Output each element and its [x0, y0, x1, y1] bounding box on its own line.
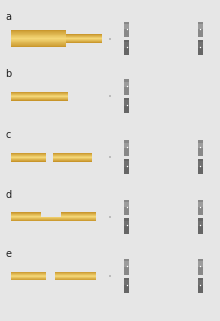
Bar: [124, 100, 129, 106]
Bar: [124, 278, 129, 293]
Bar: [124, 140, 129, 156]
Bar: [198, 280, 203, 285]
Bar: [124, 22, 129, 37]
Bar: [124, 24, 129, 29]
Bar: [11, 31, 66, 32]
Bar: [124, 261, 129, 267]
Bar: [124, 218, 129, 234]
Bar: [198, 140, 203, 156]
Bar: [11, 42, 66, 43]
Bar: [124, 259, 129, 274]
Bar: [198, 259, 203, 274]
Bar: [198, 161, 203, 167]
Bar: [124, 161, 129, 167]
Bar: [11, 39, 66, 40]
Bar: [198, 143, 203, 148]
Bar: [198, 42, 203, 48]
Bar: [11, 35, 66, 36]
Text: b: b: [6, 69, 12, 80]
Bar: [11, 30, 66, 31]
Bar: [198, 261, 203, 267]
Bar: [124, 42, 129, 48]
Bar: [11, 33, 66, 34]
Bar: [11, 36, 66, 37]
Bar: [124, 280, 129, 285]
Bar: [46, 153, 53, 162]
Text: d: d: [6, 190, 12, 200]
Bar: [124, 202, 129, 207]
Bar: [124, 200, 129, 215]
Text: e: e: [6, 249, 11, 259]
Bar: [124, 143, 129, 148]
Bar: [11, 32, 66, 33]
Bar: [198, 200, 203, 215]
Bar: [124, 40, 129, 56]
Bar: [41, 209, 61, 217]
Bar: [198, 22, 203, 37]
Bar: [124, 221, 129, 226]
Bar: [198, 24, 203, 29]
Bar: [11, 41, 66, 42]
Bar: [198, 159, 203, 174]
Bar: [198, 40, 203, 56]
Bar: [11, 46, 66, 47]
Bar: [124, 98, 129, 113]
Bar: [124, 159, 129, 174]
Bar: [11, 34, 66, 35]
Text: a: a: [6, 12, 11, 22]
Bar: [198, 202, 203, 207]
Bar: [124, 79, 129, 95]
Bar: [124, 82, 129, 87]
Bar: [11, 37, 66, 38]
Bar: [198, 278, 203, 293]
Bar: [11, 38, 66, 39]
Bar: [11, 40, 66, 41]
Bar: [11, 43, 66, 44]
Bar: [198, 221, 203, 226]
Bar: [11, 44, 66, 45]
Text: c: c: [6, 130, 11, 141]
Bar: [11, 45, 66, 46]
Bar: [198, 218, 203, 234]
